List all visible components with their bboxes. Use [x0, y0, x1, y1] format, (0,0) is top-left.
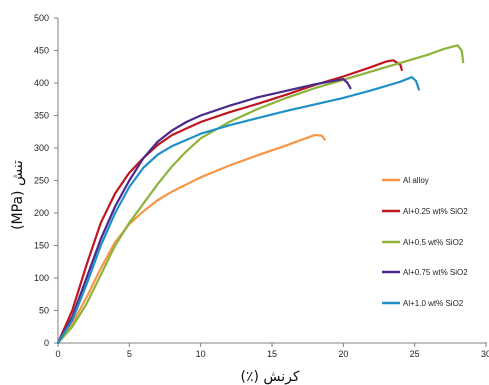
x-tick-label: 30	[481, 349, 489, 359]
x-tick-label: 0	[55, 349, 60, 359]
series-line-1	[58, 135, 325, 343]
legend-label-4: Al+0.75 wt% SiO2	[403, 268, 468, 277]
series-line-2	[58, 60, 402, 343]
x-ticks: 0 5 10 15 20 25 30	[55, 343, 489, 359]
x-axis-title: کرنش (٪)	[240, 369, 299, 385]
y-tick-label: 150	[34, 241, 49, 251]
legend-label-3: Al+0.5 wt% SiO2	[403, 238, 464, 247]
y-tick-label: 50	[39, 306, 49, 316]
y-tick-label: 450	[34, 46, 49, 56]
y-tick-label: 300	[34, 143, 49, 153]
y-tick-label: 350	[34, 111, 49, 121]
y-tick-label: 400	[34, 78, 49, 88]
series-line-4	[58, 79, 351, 343]
legend-label-1: Al alloy	[403, 176, 429, 185]
y-axis-title: تنش (MPa)	[10, 160, 26, 230]
x-tick-label: 15	[267, 349, 277, 359]
y-tick-label: 250	[34, 176, 49, 186]
y-tick-label: 500	[34, 13, 49, 23]
y-tick-label: 200	[34, 208, 49, 218]
y-tick-label: 100	[34, 273, 49, 283]
x-tick-label: 5	[127, 349, 132, 359]
y-tick-label: 0	[44, 338, 49, 348]
legend-label-2: Al+0.25 wt% SiO2	[403, 207, 468, 216]
x-tick-label: 10	[196, 349, 206, 359]
y-ticks: 0 50 100 150 200 250 300 350 400 450 500	[34, 13, 58, 348]
x-tick-label: 20	[338, 349, 348, 359]
legend: Al alloy Al+0.25 wt% SiO2 Al+0.5 wt% SiO2 A…	[382, 176, 468, 308]
legend-label-5: Al+1.0 wt% SiO2	[403, 299, 464, 308]
x-tick-label: 25	[410, 349, 420, 359]
